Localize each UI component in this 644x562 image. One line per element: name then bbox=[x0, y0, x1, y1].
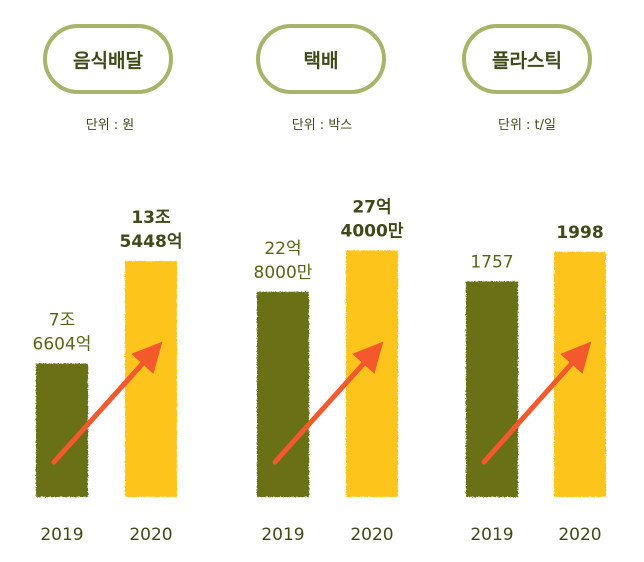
value-label-0-2020: 5448억 bbox=[120, 232, 183, 252]
value-label-1-2019: 22억 bbox=[264, 239, 301, 259]
value-label-0-2020: 13조 bbox=[131, 208, 171, 228]
bar-0-2020 bbox=[125, 261, 177, 497]
value-label-0-2019: 6604억 bbox=[33, 335, 92, 355]
unit-label-food-delivery: 단위 : 원 bbox=[85, 118, 135, 133]
value-label-2-2020: 1998 bbox=[556, 223, 603, 243]
bar-2-2019 bbox=[466, 281, 518, 497]
trend-arrow-0 bbox=[51, 341, 163, 465]
value-label-1-2019: 8000만 bbox=[254, 263, 313, 283]
category-label-1-2020: 2020 bbox=[350, 525, 393, 545]
value-label-1-2020: 27억 bbox=[352, 197, 391, 217]
unit-label-parcel: 단위 : 박스 bbox=[291, 118, 353, 133]
category-label-0-2020: 2020 bbox=[129, 525, 172, 545]
category-label-2-2020: 2020 bbox=[558, 525, 601, 545]
category-label-2-2019: 2019 bbox=[470, 525, 513, 545]
trend-arrow-2 bbox=[481, 341, 592, 465]
value-label-0-2019: 7조 bbox=[49, 311, 75, 331]
value-label-1-2020: 4000만 bbox=[341, 221, 404, 241]
category-label-0-2019: 2019 bbox=[40, 525, 83, 545]
value-label-2-2019: 1757 bbox=[470, 252, 513, 272]
panel-title-plastic: 플라스틱 bbox=[462, 24, 592, 94]
bar-1-2019 bbox=[257, 291, 309, 497]
trend-arrow-1 bbox=[272, 341, 384, 465]
panel-title-parcel: 택배 bbox=[256, 24, 386, 94]
category-label-1-2019: 2019 bbox=[261, 525, 304, 545]
unit-label-plastic: 단위 : t/일 bbox=[497, 118, 556, 133]
panel-title-food-delivery: 음식배달 bbox=[43, 24, 173, 94]
